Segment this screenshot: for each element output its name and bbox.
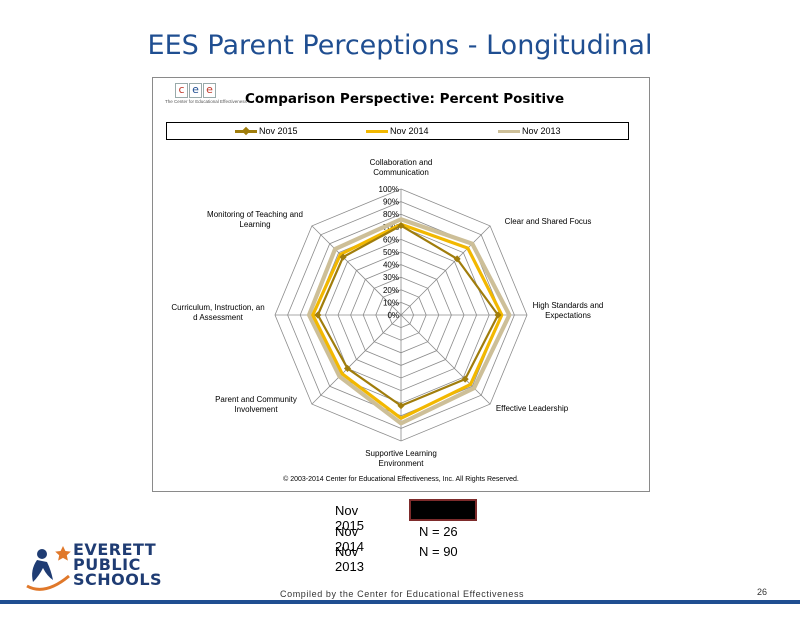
radar-tick-label: 40% xyxy=(383,261,399,270)
radar-chart-frame: c e e The Center for Educational Effecti… xyxy=(152,77,650,492)
radar-data-point xyxy=(397,402,405,410)
legend-swatch xyxy=(235,126,257,135)
radar-category-label: High Standards and Expectations xyxy=(533,301,604,320)
legend-item-nov-2014: Nov 2014 xyxy=(366,123,429,139)
radar-data-point xyxy=(494,311,502,319)
radar-tick-label: 100% xyxy=(379,185,399,194)
respondent-label: Nov 2015 xyxy=(335,503,364,533)
page-number: 26 xyxy=(757,587,768,597)
radar-tick-label: 0% xyxy=(387,311,399,320)
chart-copyright: © 2003-2014 Center for Educational Effec… xyxy=(283,476,519,483)
footer-note: Compiled by the Center for Educational E… xyxy=(280,589,525,599)
logo-line: SCHOOLS xyxy=(73,570,163,589)
radar-category-label: Clear and Shared Focus xyxy=(505,217,592,226)
radar-data-point xyxy=(397,222,405,230)
radar-data-point xyxy=(461,375,469,383)
radar-tick-label: 20% xyxy=(383,286,399,295)
radar-data-point xyxy=(344,364,352,372)
radar-tick-label: 60% xyxy=(383,235,399,244)
radar-spoke xyxy=(400,225,491,316)
cee-logo-letter: e xyxy=(203,83,216,98)
radar-data-point xyxy=(339,253,347,261)
logo-line: EVERETT xyxy=(73,540,157,559)
radar-series-line xyxy=(311,222,504,420)
radar-category-label: Collaboration and Communication xyxy=(370,158,433,177)
cee-logo-letter: c xyxy=(175,83,188,98)
radar-spoke xyxy=(311,225,402,316)
cee-logo-letter: e xyxy=(189,83,202,98)
radar-tick-label: 90% xyxy=(383,198,399,207)
cee-logo: c e e The Center for Educational Effecti… xyxy=(165,83,247,105)
radar-category-label: Monitoring of Teaching and Learning xyxy=(207,210,303,229)
radar-category-label: Supportive Learning Environment xyxy=(365,449,437,468)
redacted-count-box xyxy=(409,499,477,521)
respondent-count: N = 26 xyxy=(419,523,458,539)
radar-spoke xyxy=(311,314,402,405)
radar-tick-label: 70% xyxy=(383,223,399,232)
radar-tick-label: 80% xyxy=(383,210,399,219)
legend-item-nov-2013: Nov 2013 xyxy=(498,123,561,139)
respondent-count: N = 90 xyxy=(419,544,458,559)
respondent-label: Nov 2014 xyxy=(335,523,364,554)
legend-swatch xyxy=(366,129,388,133)
radar-data-point xyxy=(314,311,322,319)
logo-line: PUBLIC xyxy=(73,555,141,574)
legend-label: Nov 2014 xyxy=(390,126,429,136)
legend-label: Nov 2013 xyxy=(522,126,561,136)
everett-public-schools-logo: EVERETT PUBLIC SCHOOLS xyxy=(25,540,165,600)
radar-category-label: Parent and Community Involvement xyxy=(215,395,297,414)
cee-logo-tagline: The Center for Educational Effectiveness xyxy=(165,99,247,104)
radar-tick-label: 10% xyxy=(383,298,399,307)
chart-legend: Nov 2015 Nov 2014 Nov 2013 xyxy=(166,122,629,140)
star-figure-icon xyxy=(26,546,71,591)
radar-category-label: Effective Leadership xyxy=(496,404,569,413)
legend-item-nov-2015: Nov 2015 xyxy=(235,123,298,139)
radar-tick-label: 30% xyxy=(383,273,399,282)
radar-category-label: Curriculum, Instruction, an d Assessment xyxy=(171,303,264,322)
radar-plot: 0% 10% 20% 30% 40% 50% 60% 70% 80% 90% 100% Collabo… xyxy=(171,158,604,468)
footer-bar xyxy=(0,600,800,604)
chart-title: Comparison Perspective: Percent Positive xyxy=(245,91,565,107)
respondent-label: Nov 2013 xyxy=(335,544,364,574)
legend-label: Nov 2015 xyxy=(259,126,298,136)
radar-data-point xyxy=(453,255,461,263)
radar-tick-label: 50% xyxy=(383,248,399,257)
legend-swatch xyxy=(498,129,520,133)
radar-series-line xyxy=(306,217,512,426)
slide-title: EES Parent Perceptions - Longitudinal xyxy=(147,30,653,61)
